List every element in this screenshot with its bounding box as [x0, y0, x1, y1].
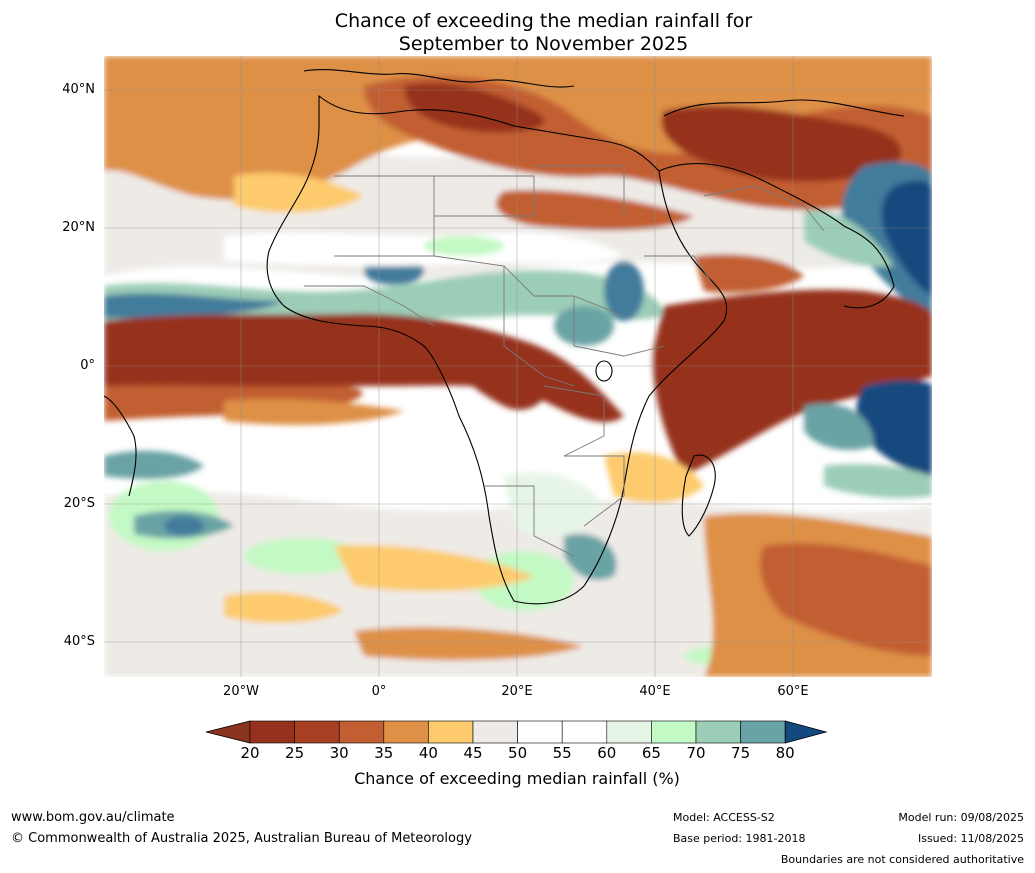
colorbar-segment — [517, 720, 563, 744]
lat-label-20s: 20°S — [63, 496, 95, 511]
rainfall-map — [104, 56, 932, 677]
lat-label-20n: 20°N — [62, 220, 95, 235]
lon-label-60e: 60°E — [777, 684, 809, 699]
lat-label-0: 0° — [80, 358, 95, 373]
lon-label-0: 0° — [371, 684, 387, 699]
colorbar-tick-label: 70 — [686, 744, 706, 762]
title-line-2: September to November 2025 — [398, 33, 689, 55]
colorbar-tick-label: 80 — [775, 744, 795, 762]
colorbar-tick-label: 65 — [641, 744, 661, 762]
colorbar-segment — [383, 720, 429, 744]
footer-copyright: © Commonwealth of Australia 2025, Austra… — [11, 831, 472, 846]
colorbar-tick-label: 60 — [597, 744, 617, 762]
colorbar-tick-label: 20 — [240, 744, 260, 762]
colorbar-tick-label: 40 — [418, 744, 438, 762]
colorbar-label: Chance of exceeding median rainfall (%) — [354, 769, 680, 788]
colorbar-segment — [695, 720, 741, 744]
footer-website[interactable]: www.bom.gov.au/climate — [11, 810, 175, 825]
colorbar-segment — [294, 720, 340, 744]
footer-issued: Issued: 11/08/2025 — [917, 832, 1024, 845]
graticule — [104, 56, 932, 677]
rainfall-map-svg — [104, 56, 932, 677]
colorbar-tick-label: 30 — [329, 744, 349, 762]
footer-model: Model: ACCESS-S2 — [673, 811, 775, 824]
colorbar-tick-label: 45 — [463, 744, 483, 762]
lon-label-20e: 20°E — [501, 684, 533, 699]
colorbar-tick-label: 50 — [508, 744, 528, 762]
colorbar — [205, 720, 831, 748]
coastlines — [104, 69, 905, 605]
colorbar-segment — [740, 720, 786, 744]
probability-field — [104, 56, 932, 677]
colorbar-under-triangle — [205, 720, 251, 744]
colorbar-segment — [249, 720, 295, 744]
colorbar-segment — [428, 720, 474, 744]
lon-label-20w: 20°W — [223, 684, 259, 699]
footer-disclaimer: Boundaries are not considered authoritat… — [780, 853, 1024, 866]
colorbar-segment — [606, 720, 652, 744]
colorbar-tick-label: 25 — [285, 744, 305, 762]
lat-label-40n: 40°N — [62, 82, 95, 97]
colorbar-segment — [338, 720, 385, 744]
lat-label-40s: 40°S — [63, 634, 95, 649]
colorbar-tick-label: 55 — [552, 744, 572, 762]
colorbar-over-triangle — [784, 720, 828, 744]
title-line-1: Chance of exceeding the median rainfall … — [334, 10, 753, 32]
country-borders — [304, 165, 825, 557]
colorbar-tick-label: 75 — [731, 744, 751, 762]
footer-model-run: Model run: 09/08/2025 — [898, 811, 1024, 824]
footer-base-period: Base period: 1981-2018 — [673, 832, 806, 845]
colorbar-segment — [472, 720, 518, 744]
colorbar-tick-label: 35 — [374, 744, 394, 762]
colorbar-segment — [561, 720, 608, 744]
colorbar-svg — [205, 720, 828, 744]
map-title: Chance of exceeding the median rainfall … — [0, 10, 1035, 56]
colorbar-segment — [651, 720, 697, 744]
lon-label-40e: 40°E — [639, 684, 671, 699]
